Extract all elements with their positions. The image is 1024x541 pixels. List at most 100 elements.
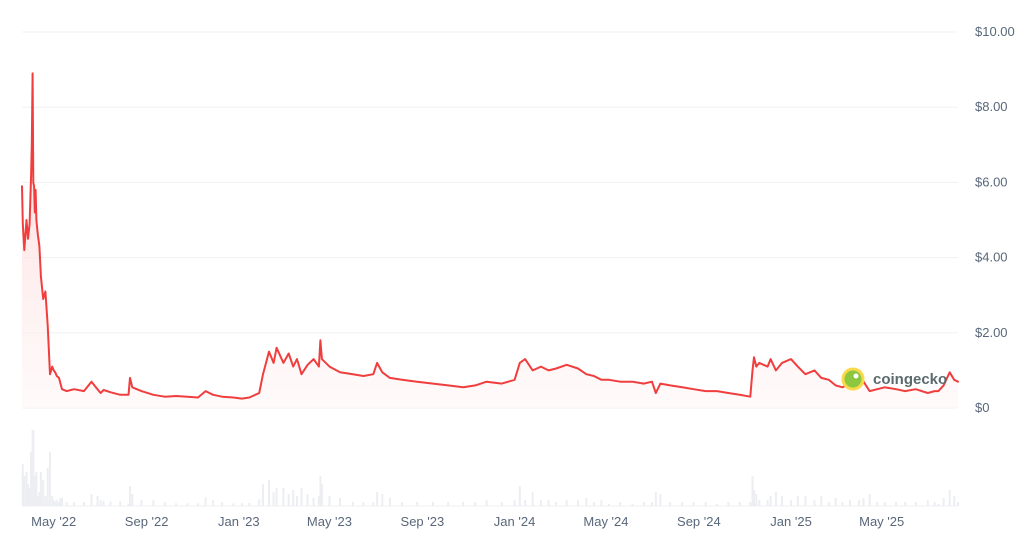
volume-bar — [212, 500, 215, 506]
y-axis-ticks: $10.00 $8.00 $6.00 $4.00 $2.00 $0 — [975, 24, 1015, 415]
volume-bar — [258, 499, 261, 506]
volume-bar — [388, 498, 391, 506]
volume-bar — [351, 502, 354, 506]
volume-bar — [600, 500, 603, 506]
volume-bar — [328, 496, 331, 506]
volume-bar — [38, 492, 41, 506]
volume-bar — [295, 496, 298, 506]
volume-bar — [287, 494, 290, 506]
volume-bar — [431, 502, 434, 506]
volume-bar — [858, 500, 861, 506]
volume-bar — [27, 484, 30, 506]
volume-bar — [547, 500, 550, 506]
volume-bar — [54, 502, 57, 506]
volume-bar — [44, 496, 47, 506]
volume-bar — [175, 503, 178, 506]
volume-bar — [46, 468, 49, 506]
volume-bar — [320, 484, 323, 506]
volume-bar — [769, 496, 772, 506]
volume-bar — [39, 472, 42, 506]
volume-bar — [868, 494, 871, 506]
x-tick-label: May '24 — [583, 514, 628, 529]
volume-bar — [565, 500, 568, 506]
y-tick-label: $0 — [975, 400, 989, 415]
volume-bar — [876, 502, 879, 506]
volume-bar — [272, 492, 275, 506]
volume-bar — [914, 502, 917, 506]
volume-bar — [163, 502, 166, 506]
volume-bar — [862, 498, 865, 506]
volume-bar — [317, 496, 320, 506]
volume-bar — [73, 502, 76, 506]
volume-bar — [681, 502, 684, 506]
x-tick-label: Jan '25 — [770, 514, 812, 529]
y-tick-label: $10.00 — [975, 24, 1015, 39]
volume-bar — [651, 502, 654, 506]
volume-bar — [240, 502, 243, 506]
volume-bar — [36, 496, 39, 506]
volume-bar — [659, 494, 662, 506]
volume-bar — [129, 486, 132, 506]
volume-bar — [953, 496, 956, 506]
volume-bar — [848, 500, 851, 506]
volume-bar — [937, 504, 940, 506]
gridlines — [22, 31, 958, 507]
volume-bar — [462, 502, 465, 506]
volume-bar — [55, 500, 58, 506]
x-tick-label: Jan '23 — [218, 514, 260, 529]
volume-bar — [48, 452, 51, 506]
x-axis-ticks: May '22 Sep '22 Jan '23 May '23 Sep '23 Jan '… — [31, 514, 904, 529]
y-tick-label: $8.00 — [975, 99, 1008, 114]
volume-bar — [372, 502, 375, 506]
volume-bar — [841, 502, 844, 506]
volume-bar — [376, 492, 379, 506]
y-tick-label: $2.00 — [975, 325, 1008, 340]
volume-bar — [59, 498, 62, 506]
x-tick-label: Sep '24 — [677, 514, 721, 529]
volume-bar — [61, 498, 64, 506]
volume-bar — [197, 503, 200, 506]
volume-bar — [261, 484, 264, 506]
volume-bar — [99, 500, 102, 506]
volume-bar — [474, 502, 477, 506]
volume-bar — [282, 488, 285, 506]
volume-bar — [942, 498, 945, 506]
volume-bar — [585, 498, 588, 506]
volume-bar — [780, 496, 783, 506]
volume-bar — [804, 496, 807, 506]
price-line-group — [21, 72, 959, 400]
volume-bar — [109, 501, 112, 506]
volume-bar — [221, 502, 224, 506]
volume-bar — [774, 492, 777, 506]
x-tick-label: May '23 — [307, 514, 352, 529]
x-tick-label: Sep '22 — [125, 514, 169, 529]
volume-bar — [204, 497, 207, 506]
x-tick-label: May '22 — [31, 514, 76, 529]
volume-bar — [631, 504, 634, 506]
volume-bar — [577, 500, 580, 506]
price-line[interactable] — [21, 72, 959, 400]
volume-bar — [895, 502, 898, 506]
volume-bar — [738, 502, 741, 506]
volume-bar — [300, 488, 303, 506]
x-tick-label: Sep '23 — [401, 514, 445, 529]
volume-bar — [790, 500, 793, 506]
volume-bar — [827, 502, 830, 506]
volume-bar — [518, 486, 521, 506]
volume-bar — [268, 480, 271, 506]
volume-bar — [131, 494, 134, 506]
volume-bar — [102, 500, 105, 506]
volume-bar — [152, 500, 155, 506]
volume-bar — [447, 502, 450, 506]
volume-bar — [948, 490, 951, 506]
watermark-text: coingecko — [873, 371, 947, 388]
volume-bar — [82, 502, 85, 506]
volume-bar — [127, 504, 130, 506]
volume-bar — [933, 502, 936, 506]
x-tick-label: May '25 — [859, 514, 904, 529]
volume-bar — [904, 502, 907, 506]
volume-bar — [555, 502, 558, 506]
volume-bar — [416, 502, 419, 506]
volume-bar — [592, 502, 595, 506]
volume-bar — [119, 501, 122, 506]
